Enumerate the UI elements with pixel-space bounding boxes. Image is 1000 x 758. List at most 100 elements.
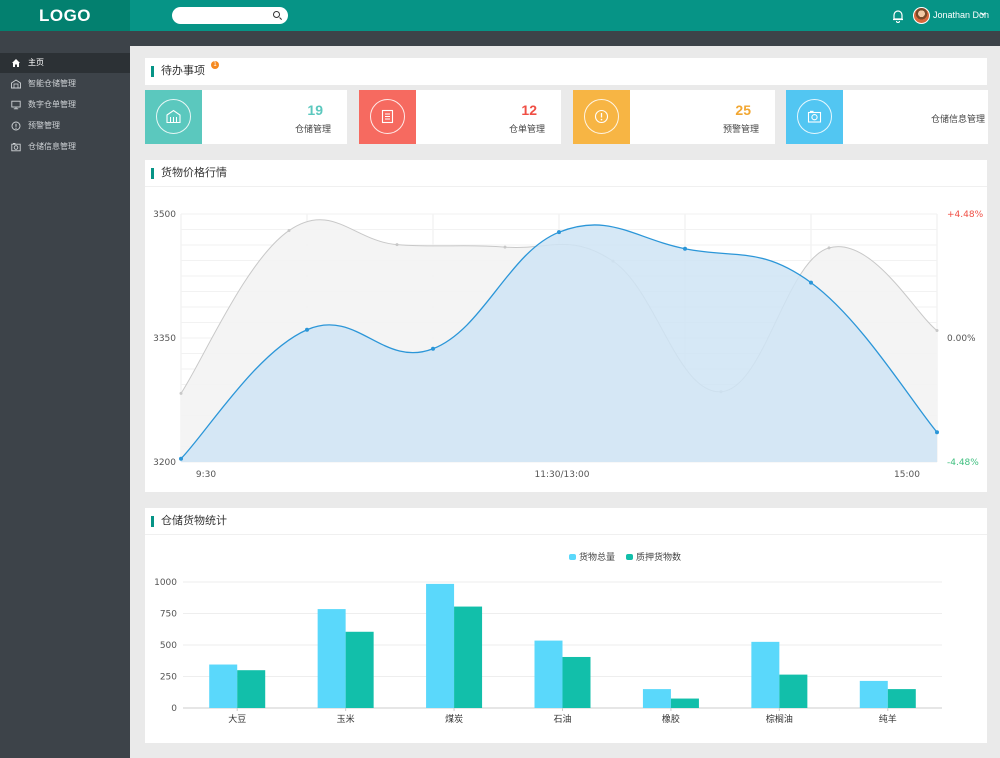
right-tick-label: +4.48% <box>947 210 984 220</box>
series-area <box>181 224 937 462</box>
todo-panel: 待办事项 <box>145 58 987 85</box>
home-icon <box>12 59 20 67</box>
sidebar-item-home[interactable]: 主页 <box>0 53 130 73</box>
card-count: 25 <box>735 102 751 118</box>
card-storage[interactable]: 19 仓储管理 <box>145 90 347 144</box>
y-tick-label: 3350 <box>153 334 176 344</box>
avatar[interactable] <box>913 7 930 24</box>
y-tick-label: 750 <box>160 610 177 620</box>
sidebar-item-smart-storage[interactable]: 智能仓储管理 <box>0 74 130 94</box>
data-point <box>683 246 687 251</box>
alert-icon <box>594 109 609 124</box>
sidebar-item-label: 主页 <box>28 58 44 67</box>
ring <box>584 99 619 134</box>
card-storage-info[interactable]: 仓储信息管理 <box>786 90 988 144</box>
y-tick-label: 0 <box>171 704 177 714</box>
camera-icon <box>807 110 822 123</box>
bar <box>426 583 455 708</box>
x-tick-label: 玉米 <box>337 713 355 725</box>
chevron-down-icon[interactable] <box>980 11 986 17</box>
bar <box>887 689 916 708</box>
divider <box>145 186 987 187</box>
sidebar-item-label: 预警管理 <box>28 121 60 130</box>
card-label: 仓单管理 <box>508 125 545 135</box>
x-tick-label: 11:30/13:00 <box>535 470 590 480</box>
y-tick-label: 250 <box>160 673 177 683</box>
legend-swatch <box>626 554 633 560</box>
price-chart: 3500 3350 3200 +4.48% 0.00% -4.48% 9:30 11:30/1… <box>153 210 984 480</box>
top-header: LOGO Jonathan Don <box>0 0 1000 31</box>
card-alert[interactable]: 25 预警管理 <box>573 90 775 144</box>
right-tick-label: -4.48% <box>947 458 979 468</box>
search-icon[interactable] <box>273 11 280 18</box>
sidebar-item-storage-info[interactable]: 仓储信息管理 <box>0 137 130 157</box>
right-tick-label: 0.00% <box>947 334 976 344</box>
data-point <box>179 391 183 395</box>
x-tick-label: 煤炭 <box>445 713 463 725</box>
bar <box>454 606 483 708</box>
stock-panel: 仓储货物统计 0 250 500 750 1000 大豆 玉米 煤炭 石油 橡胶 棕榈油 纯羊 货物总量… <box>145 508 987 743</box>
card-icon-box <box>359 90 416 144</box>
card-label: 仓储信息管理 <box>930 115 985 125</box>
stock-chart: 0 250 500 750 1000 大豆 玉米 煤炭 石油 橡胶 棕榈油 纯羊 货物总量 质押货物数 <box>154 551 942 725</box>
x-tick-label: 大豆 <box>228 713 246 725</box>
x-tick-label: 15:00 <box>894 470 920 480</box>
x-tick-label: 棕榈油 <box>766 713 793 725</box>
data-point <box>935 430 939 435</box>
todo-badge: 1 <box>211 61 219 69</box>
sidebar-item-label: 数字仓单管理 <box>28 100 76 109</box>
stock-title: 仓储货物统计 <box>151 508 227 534</box>
bar <box>751 641 780 708</box>
divider <box>145 534 987 535</box>
bar <box>345 631 374 708</box>
legend-swatch <box>569 554 576 560</box>
bar <box>562 656 591 708</box>
logo[interactable]: LOGO <box>0 0 130 31</box>
card-receipt[interactable]: 12 仓单管理 <box>359 90 561 144</box>
ring <box>370 99 405 134</box>
ring <box>156 99 191 134</box>
y-tick-label: 1000 <box>154 578 177 588</box>
camera-icon <box>11 143 21 152</box>
data-point <box>431 346 435 351</box>
data-point <box>305 327 309 332</box>
bar <box>209 664 238 708</box>
card-count: 19 <box>307 102 323 118</box>
data-point <box>287 229 291 233</box>
warehouse-icon <box>166 109 181 124</box>
search-input[interactable] <box>180 11 270 28</box>
card-icon-box <box>786 90 843 144</box>
search-box[interactable] <box>172 7 288 28</box>
x-tick-label: 9:30 <box>196 470 216 480</box>
legend-label: 质押货物数 <box>636 551 681 563</box>
bar <box>670 698 699 708</box>
price-title: 货物价格行情 <box>151 160 227 186</box>
data-point <box>503 245 507 249</box>
data-point <box>827 246 831 250</box>
sidebar-item-digital-receipt[interactable]: 数字仓单管理 <box>0 95 130 115</box>
x-tick-label: 石油 <box>553 713 571 725</box>
data-point <box>809 280 813 285</box>
data-point <box>935 329 939 333</box>
bar <box>779 674 808 708</box>
card-label: 预警管理 <box>722 125 759 135</box>
y-tick-label: 500 <box>160 641 177 651</box>
sidebar-item-alerts[interactable]: 预警管理 <box>0 116 130 136</box>
sidebar-item-label: 仓储信息管理 <box>28 142 76 151</box>
sidebar-item-label: 智能仓储管理 <box>28 79 76 88</box>
y-tick-label: 3500 <box>153 210 176 220</box>
warehouse-icon <box>11 79 21 89</box>
bar <box>534 640 563 708</box>
y-tick-label: 3200 <box>153 458 176 468</box>
x-tick-label: 纯羊 <box>879 713 897 725</box>
bell-icon[interactable] <box>891 9 905 23</box>
bar <box>642 689 671 708</box>
user-name[interactable]: Jonathan Don <box>933 10 990 20</box>
card-icon-box <box>573 90 630 144</box>
document-icon <box>381 109 394 124</box>
monitor-icon <box>11 100 21 110</box>
sidebar: 主页 智能仓储管理 数字仓单管理 预警管理 仓储信息管理 <box>0 46 130 758</box>
data-point <box>557 230 561 235</box>
bar <box>237 670 266 708</box>
x-tick-label: 橡胶 <box>662 713 680 725</box>
